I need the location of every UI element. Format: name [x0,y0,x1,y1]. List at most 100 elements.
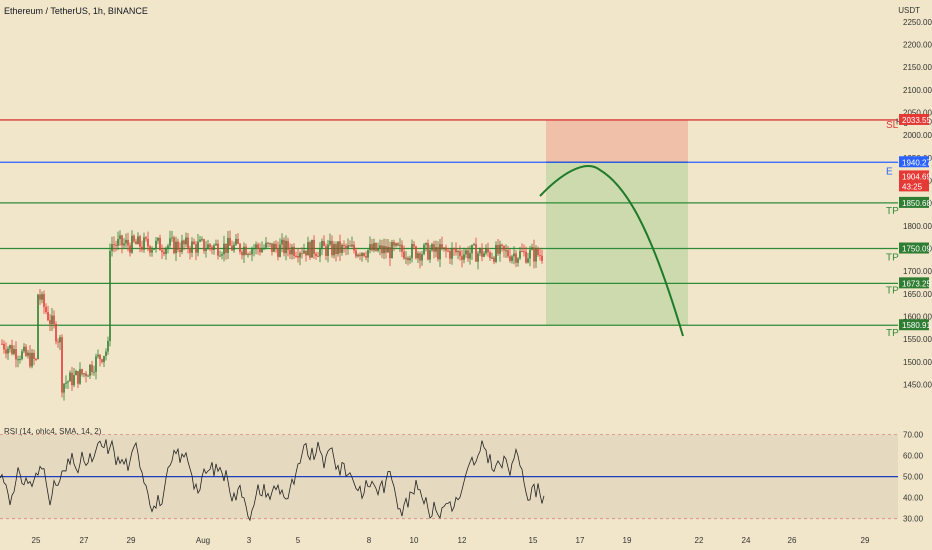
candle-body [305,250,307,256]
candle-body [143,237,145,250]
price-tick-label: 1450.00 [903,381,932,390]
candle-body [301,253,303,255]
candle-body [423,244,425,255]
date-tick-label: 25 [32,536,41,545]
candle-body [467,250,469,259]
candle-body [479,248,481,254]
candle-body [341,244,343,253]
candle-body [353,244,355,251]
candle-body [203,239,205,251]
price-tick-label: 1550.00 [903,335,932,344]
candle-body [105,351,107,357]
candle-body [85,373,87,377]
candle-body [405,257,407,259]
candle-body [127,239,129,246]
candle-body [499,244,501,254]
candle-body [131,235,133,253]
candle-body [351,244,353,247]
candle-body [317,255,319,257]
candle-body [77,371,79,384]
candle-body [201,239,203,241]
candle-body [501,244,503,246]
price-tag-bg [899,180,929,192]
candle-body [435,247,437,252]
candle-body [115,244,117,246]
candle-body [1,343,3,345]
candle-body [197,241,199,253]
candle-body [157,237,159,241]
candle-body [135,241,137,245]
candle-body [365,256,367,258]
candle-body [217,243,219,256]
candle-body [303,250,305,254]
candle-body [333,244,335,256]
candle-body [509,256,511,261]
candle-body [71,372,73,386]
candle-body [43,294,45,307]
candle-body [175,241,177,254]
candle-body [475,244,477,262]
candle-body [503,245,505,251]
candle-body [19,359,21,361]
rsi-pane: RSI (14, ohlc4, SMA, 14, 2) 70.00 60.00 50.… [0,427,924,524]
candle-body [383,246,385,254]
candle-body [79,369,81,384]
candle-body [403,251,405,259]
candle-body [529,249,531,259]
candle-body [125,239,127,244]
candle-body [87,375,89,377]
date-tick-label: 27 [80,536,89,545]
candle-body [497,244,499,254]
candle-body [31,352,33,367]
rsi-tick-label: 40.00 [903,494,924,503]
candle-body [327,244,329,256]
rsi-tick-label: 70.00 [903,431,924,440]
date-tick-label: 17 [576,536,585,545]
candle-body [375,242,377,251]
candle-body [211,247,213,250]
candle-body [533,247,535,262]
candle-body [99,354,101,360]
candle-body [269,243,271,245]
candle-body [145,237,147,239]
candle-body [233,244,235,251]
price-axis: 2250.00 2200.00 2150.00 2100.00 2050.00 2000.… [896,18,932,390]
level-label-tp: TP [886,206,899,217]
candle-body [117,239,119,246]
candle-body [281,239,283,245]
candle-body [285,240,287,254]
price-tag-current: 1904.69 [902,172,931,181]
candle-body [153,248,155,250]
level-label-tp: TP [886,285,899,296]
candle-body [349,245,351,247]
candle-body [251,249,253,255]
candle-body [283,239,285,254]
candle-body [379,245,381,248]
candle-body [239,243,241,252]
candle-body [237,238,239,244]
candle-body [465,250,467,255]
candle-body [225,243,227,253]
candle-body [209,244,211,248]
price-tick-label: 1800.00 [903,222,932,231]
candle-body [289,249,291,255]
price-tag-tp: 1850.68 [902,199,931,208]
candle-body [473,244,475,246]
candles [1,230,543,401]
candle-body [385,246,387,253]
candle-body [123,243,125,246]
candle-body [49,320,51,324]
price-tag-bg [899,113,929,125]
candle-body [97,354,99,357]
candle-body [83,373,85,375]
candle-body [395,243,397,246]
date-tick-label: 26 [788,536,797,545]
candle-body [441,244,443,249]
candle-body [57,341,59,343]
candle-body [163,252,165,254]
candle-body [449,250,451,259]
candle-body [393,242,395,246]
candle-body [459,251,461,257]
candle-body [13,349,15,354]
